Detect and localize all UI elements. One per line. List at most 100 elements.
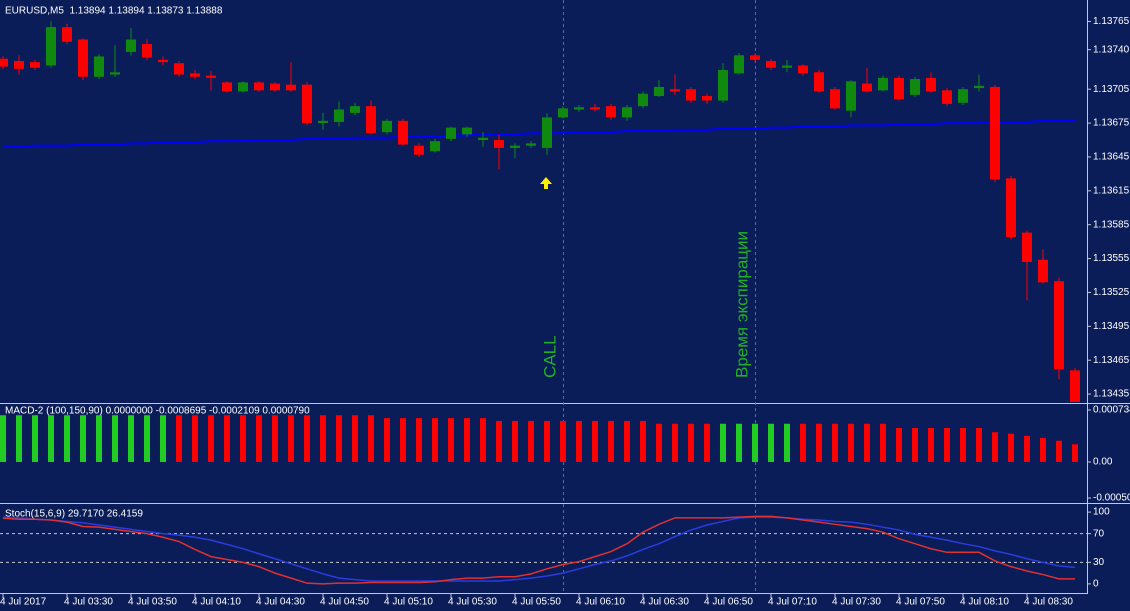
macd-bar (480, 418, 486, 462)
candle-body (878, 77, 888, 91)
candle-body (14, 60, 24, 69)
x-tick-label: 4 Jul 05:30 (448, 597, 497, 608)
macd-bar (224, 415, 230, 462)
candle-body (654, 86, 664, 96)
candle-body (446, 127, 456, 139)
macd-bar (64, 415, 70, 462)
candle-body (302, 84, 312, 124)
candle-body (0, 58, 8, 67)
macd-bar (544, 420, 550, 462)
candle-body (574, 107, 584, 110)
macd-bar (736, 423, 742, 462)
candle-body (1070, 370, 1080, 402)
macd-bar (960, 428, 966, 462)
macd-bar (160, 415, 166, 462)
candle-body (558, 108, 568, 118)
candle-body (782, 65, 792, 68)
x-tick-label: 4 Jul 08:30 (1024, 597, 1073, 608)
candles (0, 21, 1080, 402)
moving-average (3, 119, 1075, 148)
candle-body (590, 107, 600, 110)
macd-bar (464, 418, 470, 462)
macd-bar (592, 420, 598, 462)
macd-bar (800, 423, 806, 462)
macd-bar (576, 420, 582, 462)
x-tick-label: 4 Jul 03:50 (128, 597, 177, 608)
candle-body (350, 106, 360, 113)
candle-body (206, 75, 216, 78)
macd-bar (672, 423, 678, 462)
signal-lines (563, 0, 756, 593)
macd-bar (1056, 440, 1062, 462)
x-tick-label: 4 Jul 2017 (0, 597, 47, 608)
macd-bar (512, 420, 518, 462)
candle-body (142, 44, 152, 58)
macd-bar (752, 423, 758, 462)
stoch-title: Stoch(15,6,9) 29.7170 26.4159 (5, 509, 143, 520)
candle-body (894, 77, 904, 100)
candle-body (926, 77, 936, 92)
candle-body (190, 73, 200, 77)
x-tick-label: 4 Jul 04:10 (192, 597, 241, 608)
y-tick-label: 1.13495 (1093, 321, 1130, 332)
candle-body (174, 63, 184, 75)
candle-body (622, 107, 632, 118)
macd-bar (528, 420, 534, 462)
candle-body (526, 143, 536, 146)
macd-bar (976, 428, 982, 462)
macd-bar (432, 418, 438, 462)
candle-body (126, 39, 136, 52)
candle-body (542, 117, 552, 148)
macd-bar (1024, 435, 1030, 462)
candle-body (846, 81, 856, 111)
candle-body (430, 141, 440, 152)
macd-bar (352, 415, 358, 462)
candle-body (718, 70, 728, 101)
macd-bar (0, 415, 6, 462)
macd-bar (80, 415, 86, 462)
y-tick-label: 1.13615 (1093, 185, 1130, 196)
macd-bar (944, 428, 950, 462)
macd-bar (704, 423, 710, 462)
candle-body (974, 85, 984, 89)
x-tick-label: 4 Jul 04:50 (320, 597, 369, 608)
macd-bar (240, 415, 246, 462)
macd-bar (656, 423, 662, 462)
y-tick-label: 0 (1093, 579, 1099, 590)
y-tick-label: 1.13765 (1093, 16, 1130, 27)
buy-arrow (540, 177, 552, 189)
macd-bar (1008, 433, 1014, 462)
x-tick-label: 4 Jul 07:50 (896, 597, 945, 608)
candle-body (382, 120, 392, 133)
x-tick-label: 4 Jul 03:30 (64, 597, 113, 608)
candle-body (686, 89, 696, 101)
candle-body (958, 89, 968, 103)
stoch-line (2, 516, 1076, 582)
y-tick-label: 100 (1093, 507, 1110, 518)
macd-bar (416, 418, 422, 462)
x-tick-label: 4 Jul 06:10 (576, 597, 625, 608)
candle-body (414, 145, 424, 155)
candle-body (1006, 178, 1016, 238)
candle-body (510, 145, 520, 148)
macd-bar (400, 418, 406, 462)
candle-body (1054, 281, 1064, 370)
candle-body (638, 93, 648, 107)
macd-bar (496, 420, 502, 462)
y-tick-label: 70 (1093, 528, 1105, 539)
candle-body (94, 56, 104, 77)
macd-bar (608, 420, 614, 462)
candle-body (750, 55, 760, 60)
macd-bar (128, 415, 134, 462)
candle-body (286, 84, 296, 91)
x-tick-label: 4 Jul 08:10 (960, 597, 1009, 608)
y-tick-label: 1.13435 (1093, 389, 1130, 400)
expiry-label: Время экспирации (732, 231, 751, 378)
x-tick-label: 4 Jul 06:30 (640, 597, 689, 608)
macd-bar (336, 415, 342, 462)
x-tick-label: 4 Jul 07:10 (768, 597, 817, 608)
candle-body (1022, 232, 1032, 262)
macd-bar (864, 423, 870, 462)
